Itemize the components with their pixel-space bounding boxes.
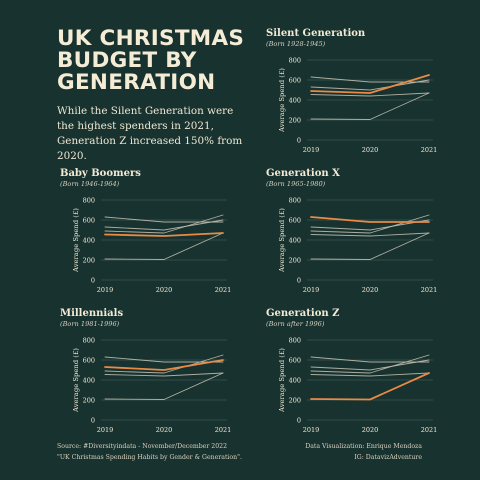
chart-panel-baby-boomers: Baby Boomers (Born 1946-1964) 0 200 400 600… — [57, 168, 237, 298]
source-line: Source: #Diversityindata - November/Dece… — [57, 443, 228, 450]
y-tick-label: 600 — [83, 216, 95, 224]
series-line-silent-generation — [310, 74, 430, 94]
series-line-generation-z — [104, 232, 224, 260]
page-subtitle: While the Silent Generation were the hig… — [57, 105, 243, 162]
x-tick-label: 2019 — [303, 286, 320, 294]
chart-subtitle: (Born 1981-1996) — [60, 320, 120, 328]
series-line-generation-z — [310, 92, 430, 120]
series-line-baby-boomers — [310, 92, 430, 97]
series-line-silent-generation — [310, 214, 430, 234]
chart-panel-silent-generation: Silent Generation (Born 1928-1945) 0 200 4… — [263, 28, 443, 158]
series-line-generation-x — [310, 76, 430, 83]
y-tick-label: 800 — [289, 196, 301, 204]
series-line-baby-boomers — [104, 372, 224, 377]
y-axis-label: Average Spend (£) — [278, 68, 286, 133]
y-tick-label: 200 — [83, 396, 95, 404]
y-tick-label: 400 — [83, 236, 95, 244]
y-tick-label: 800 — [83, 196, 95, 204]
y-tick-label: 600 — [83, 356, 95, 364]
y-tick-label: 600 — [289, 356, 301, 364]
y-axis-label: Average Spend (£) — [278, 348, 286, 413]
x-tick-label: 2021 — [215, 286, 232, 294]
y-axis-label: Average Spend (£) — [278, 208, 286, 273]
chart-title: Baby Boomers — [60, 168, 141, 179]
y-tick-label: 0 — [91, 276, 95, 284]
series-line-generation-z — [310, 372, 430, 401]
y-tick-label: 600 — [289, 216, 301, 224]
x-tick-label: 2020 — [156, 286, 173, 294]
x-tick-label: 2021 — [421, 146, 438, 154]
x-tick-label: 2019 — [97, 286, 114, 294]
series-line-generation-x — [104, 216, 224, 223]
series-line-millennials — [104, 359, 224, 371]
credit-note: Data Visualization: Enrique Mendoza IG: … — [305, 442, 422, 463]
chart-subtitle: (Born 1965-1980) — [266, 180, 326, 188]
series-line-millennials — [310, 79, 430, 91]
series-line-generation-z — [310, 232, 430, 260]
series-line-silent-generation — [104, 354, 224, 374]
y-tick-label: 200 — [83, 256, 95, 264]
series-line-generation-x — [310, 356, 430, 363]
y-tick-label: 200 — [289, 256, 301, 264]
line-chart: 0 200 400 600 800 2019 2020 2021 Average Spend (… — [72, 336, 232, 434]
chart-title: Generation Z — [266, 308, 340, 319]
y-tick-label: 0 — [297, 136, 301, 144]
y-tick-label: 0 — [297, 276, 301, 284]
line-chart: 0 200 400 600 800 2019 2020 2021 Average Spend (… — [278, 56, 438, 154]
x-tick-label: 2020 — [362, 286, 379, 294]
line-chart: 0 200 400 600 800 2019 2020 2021 Average Spend (… — [72, 196, 232, 294]
chart-panel-millennials: Millennials (Born 1981-1996) 0 200 400 600 8… — [57, 308, 237, 438]
y-tick-label: 200 — [289, 396, 301, 404]
y-tick-label: 0 — [91, 416, 95, 424]
y-tick-label: 200 — [289, 116, 301, 124]
y-tick-label: 800 — [83, 336, 95, 344]
x-tick-label: 2020 — [362, 426, 379, 434]
series-line-baby-boomers — [310, 372, 430, 377]
series-line-generation-x — [310, 216, 430, 223]
chart-panel-generation-x: Generation X (Born 1965-1980) 0 200 400 600… — [263, 168, 443, 298]
series-line-millennials — [310, 219, 430, 231]
x-tick-label: 2021 — [421, 426, 438, 434]
series-line-silent-generation — [104, 214, 224, 234]
chart-subtitle: (Born after 1996) — [266, 320, 325, 328]
y-tick-label: 800 — [289, 56, 301, 64]
y-tick-label: 400 — [83, 376, 95, 384]
x-tick-label: 2020 — [156, 426, 173, 434]
line-chart: 0 200 400 600 800 2019 2020 2021 Average Spend (… — [278, 196, 438, 294]
chart-title: Silent Generation — [266, 28, 366, 39]
series-line-silent-generation — [310, 354, 430, 374]
chart-title: Millennials — [60, 308, 124, 319]
series-line-baby-boomers — [310, 232, 430, 237]
source-line: "UK Christmas Spending Habits by Gender … — [57, 453, 242, 461]
series-line-baby-boomers — [104, 232, 224, 237]
y-tick-label: 0 — [297, 416, 301, 424]
source-note: Source: #Diversityindata - November/Dece… — [57, 442, 242, 463]
y-tick-label: 400 — [289, 236, 301, 244]
chart-subtitle: (Born 1946-1964) — [60, 180, 120, 188]
chart-title: Generation X — [266, 168, 340, 179]
x-tick-label: 2019 — [303, 426, 320, 434]
line-chart: 0 200 400 600 800 2019 2020 2021 Average Spend (… — [278, 336, 438, 434]
x-tick-label: 2020 — [362, 146, 379, 154]
chart-subtitle: (Born 1928-1945) — [266, 40, 326, 48]
credit-line: Data Visualization: Enrique Mendoza — [305, 443, 422, 450]
series-line-generation-x — [104, 356, 224, 363]
y-tick-label: 800 — [289, 336, 301, 344]
y-tick-label: 400 — [289, 376, 301, 384]
series-line-millennials — [310, 359, 430, 371]
page-title: UK CHRISTMAS BUDGET BY GENERATION — [57, 26, 245, 95]
series-line-generation-z — [104, 372, 224, 400]
credit-line: IG: DatavizAdventure — [354, 453, 422, 461]
series-line-millennials — [104, 219, 224, 231]
y-axis-label: Average Spend (£) — [72, 208, 80, 273]
x-tick-label: 2021 — [215, 426, 232, 434]
y-axis-label: Average Spend (£) — [72, 348, 80, 413]
x-tick-label: 2019 — [303, 146, 320, 154]
chart-panel-generation-z: Generation Z (Born after 1996) 0 200 400 60… — [263, 308, 443, 438]
y-tick-label: 400 — [289, 96, 301, 104]
y-tick-label: 600 — [289, 76, 301, 84]
x-tick-label: 2021 — [421, 286, 438, 294]
x-tick-label: 2019 — [97, 426, 114, 434]
